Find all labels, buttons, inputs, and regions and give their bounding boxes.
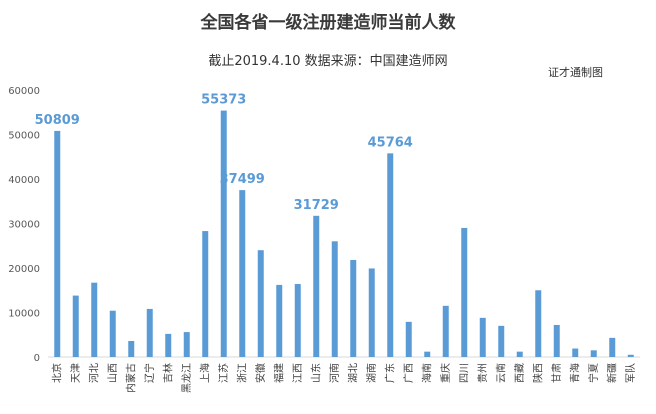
y-tick-label: 20000 xyxy=(8,264,40,275)
bar xyxy=(294,284,301,357)
x-tick-label: 山西 xyxy=(107,363,119,383)
bar xyxy=(109,310,116,357)
bar xyxy=(405,321,412,357)
bar xyxy=(146,308,153,357)
y-tick-label: 30000 xyxy=(8,220,40,231)
bar xyxy=(535,290,542,357)
x-tick-label: 西藏 xyxy=(514,363,526,383)
x-tick-label: 福建 xyxy=(272,363,285,383)
bar xyxy=(609,337,616,357)
x-tick-label: 浙江 xyxy=(236,363,248,383)
x-tick-label: 陕西 xyxy=(531,363,544,383)
x-tick-label: 四川 xyxy=(459,363,470,383)
x-tick-label: 山东 xyxy=(309,363,322,383)
bar xyxy=(553,324,560,357)
data-label: 50809 xyxy=(35,113,80,128)
x-tick-label: 湖北 xyxy=(347,363,359,383)
bar xyxy=(91,282,98,357)
x-tick-label: 江西 xyxy=(292,363,304,383)
bar xyxy=(165,333,172,357)
data-label: 45764 xyxy=(368,135,413,150)
bar xyxy=(350,259,357,357)
bar xyxy=(202,231,209,357)
x-tick-label: 广东 xyxy=(383,363,396,383)
bar xyxy=(183,332,190,357)
y-tick-label: 40000 xyxy=(8,175,40,186)
x-tick-label: 军队 xyxy=(624,363,637,383)
x-tick-label: 广西 xyxy=(403,363,415,383)
x-tick-label: 河北 xyxy=(88,363,100,383)
chart-subtitle: 截止2019.4.10 数据来源：中国建造师网 xyxy=(208,54,448,69)
x-tick-label: 安徽 xyxy=(254,363,267,383)
x-tick-label: 海南 xyxy=(420,363,433,383)
bar xyxy=(128,340,135,357)
y-tick-label: 0 xyxy=(34,353,40,364)
bar xyxy=(331,241,338,357)
x-tick-label: 辽宁 xyxy=(143,363,156,383)
bar xyxy=(239,190,246,357)
x-tick-label: 天津 xyxy=(70,363,82,383)
bar xyxy=(313,215,320,357)
x-tick-label: 重庆 xyxy=(439,363,452,383)
data-label: 55373 xyxy=(201,93,246,108)
x-tick-label: 湖南 xyxy=(365,363,378,383)
x-tick-label: 贵州 xyxy=(476,363,489,383)
x-tick-label: 北京 xyxy=(50,363,63,383)
x-tick-label: 宁夏 xyxy=(587,363,600,383)
data-label: 37499 xyxy=(220,172,265,187)
x-tick-label: 吉林 xyxy=(161,363,174,383)
x-tick-label: 甘肃 xyxy=(550,363,563,383)
x-tick-label: 江苏 xyxy=(217,363,230,383)
y-tick-label: 50000 xyxy=(8,131,40,142)
bar xyxy=(627,354,634,357)
y-tick-label: 60000 xyxy=(8,86,40,97)
bar xyxy=(516,351,523,357)
x-tick-label: 新疆 xyxy=(605,363,618,383)
bar xyxy=(54,130,61,357)
x-tick-label: 青海 xyxy=(568,363,581,383)
bar xyxy=(276,284,283,357)
x-tick-label: 内蒙古 xyxy=(124,363,137,393)
x-tick-label: 云南 xyxy=(494,363,507,383)
bar xyxy=(590,350,597,357)
x-tick-label: 黑龙江 xyxy=(180,363,193,393)
bar xyxy=(479,317,486,357)
bar xyxy=(461,227,468,357)
chart-title: 全国各省一级注册建造师当前人数 xyxy=(200,13,456,33)
bar xyxy=(257,250,264,357)
bar xyxy=(424,351,431,357)
bar xyxy=(220,110,227,357)
chart-watermark: 证才通制图 xyxy=(548,66,603,79)
x-tick-label: 上海 xyxy=(198,363,211,383)
bar xyxy=(387,153,394,357)
bar xyxy=(498,325,505,357)
bar xyxy=(442,305,449,357)
bar xyxy=(368,268,375,357)
data-label: 31729 xyxy=(294,198,339,213)
bar xyxy=(572,348,579,357)
y-tick-label: 10000 xyxy=(8,309,40,320)
x-tick-label: 河南 xyxy=(328,363,341,383)
bar xyxy=(72,295,79,357)
